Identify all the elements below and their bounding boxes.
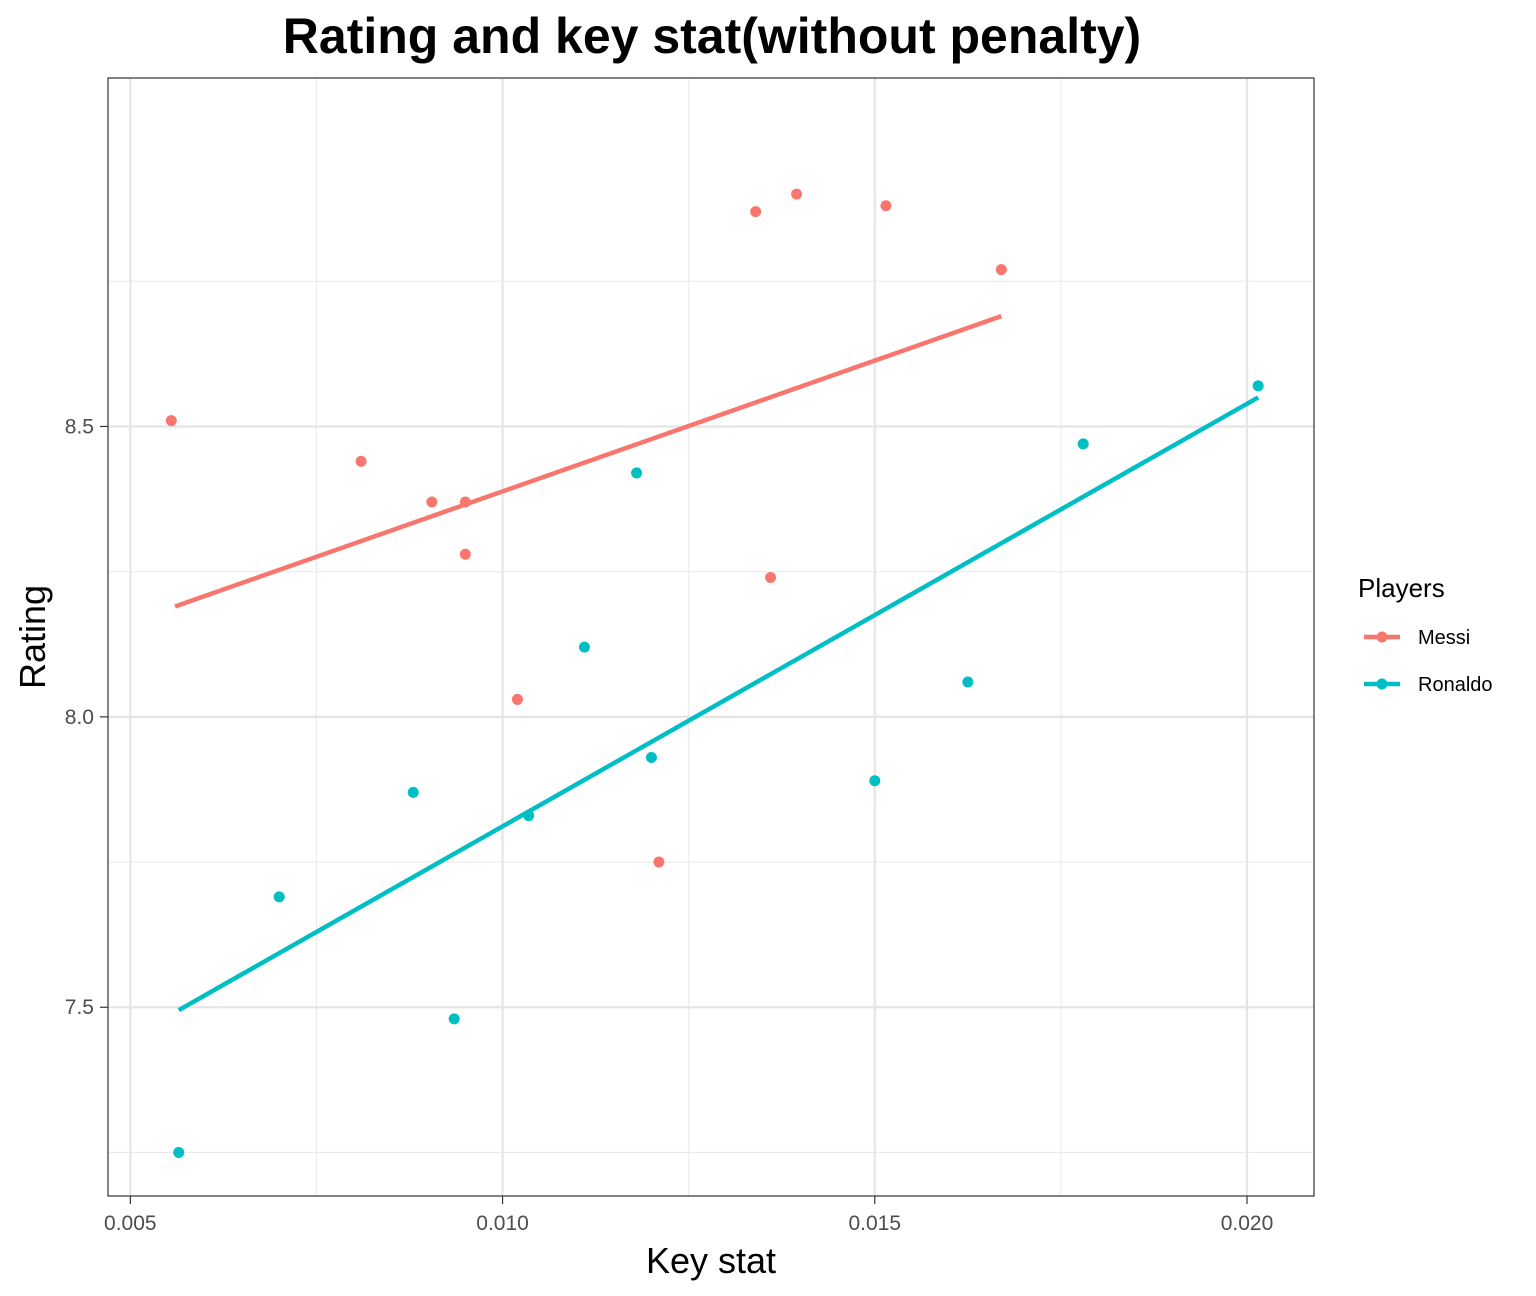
y-tick-label: 8.5 <box>65 415 94 438</box>
data-point-messi <box>750 206 762 218</box>
data-point-ronaldo <box>962 676 974 688</box>
data-point-messi <box>459 496 471 508</box>
legend-label: Messi <box>1418 627 1470 649</box>
data-point-ronaldo <box>273 891 285 903</box>
fit-line-messi <box>174 313 1003 609</box>
data-point-messi <box>511 693 523 705</box>
data-point-ronaldo <box>523 810 535 822</box>
data-point-ronaldo <box>645 752 657 764</box>
y-axis-title: Rating <box>12 585 53 689</box>
legend-key-point <box>1376 631 1388 643</box>
x-tick-label: 0.020 <box>1221 1212 1274 1235</box>
legend-key-point <box>1376 678 1388 690</box>
data-point-ronaldo <box>1077 438 1089 450</box>
data-point-ronaldo <box>448 1013 460 1025</box>
data-point-messi <box>165 415 177 427</box>
x-axis-ticks: 0.005 0.010 0.015 0.020 <box>104 1196 1273 1235</box>
data-point-messi <box>995 264 1007 276</box>
data-points <box>165 188 1264 1158</box>
data-point-messi <box>791 188 803 200</box>
grid <box>108 78 1314 1196</box>
legend-label: Ronaldo <box>1418 674 1493 696</box>
x-tick-label: 0.005 <box>104 1212 157 1235</box>
x-tick-label: 0.015 <box>848 1212 901 1235</box>
y-axis-ticks: 7.5 8.0 8.5 <box>65 415 108 1019</box>
legend: Players Messi Ronaldo <box>1358 573 1493 696</box>
legend-title: Players <box>1358 573 1445 603</box>
data-point-ronaldo <box>173 1146 185 1158</box>
y-tick-label: 8.0 <box>65 706 94 729</box>
chart-title: Rating and key stat(without penalty) <box>283 8 1141 64</box>
data-point-messi <box>355 455 367 467</box>
data-point-messi <box>765 571 777 583</box>
data-point-ronaldo <box>869 775 881 787</box>
data-point-ronaldo <box>407 786 419 798</box>
x-tick-label: 0.010 <box>476 1212 529 1235</box>
data-point-messi <box>426 496 438 508</box>
y-tick-label: 7.5 <box>65 996 94 1019</box>
data-point-ronaldo <box>578 641 590 653</box>
data-point-ronaldo <box>631 467 643 479</box>
data-point-ronaldo <box>1252 380 1264 392</box>
plot-panel-border <box>107 77 1315 1197</box>
fit-line-ronaldo <box>177 395 1260 1013</box>
data-point-messi <box>459 548 471 560</box>
data-point-messi <box>653 856 665 868</box>
fit-lines <box>174 313 1260 1013</box>
x-axis-title: Key stat <box>646 1240 776 1281</box>
data-point-messi <box>880 200 892 212</box>
legend-items: Messi Ronaldo <box>1364 627 1493 696</box>
